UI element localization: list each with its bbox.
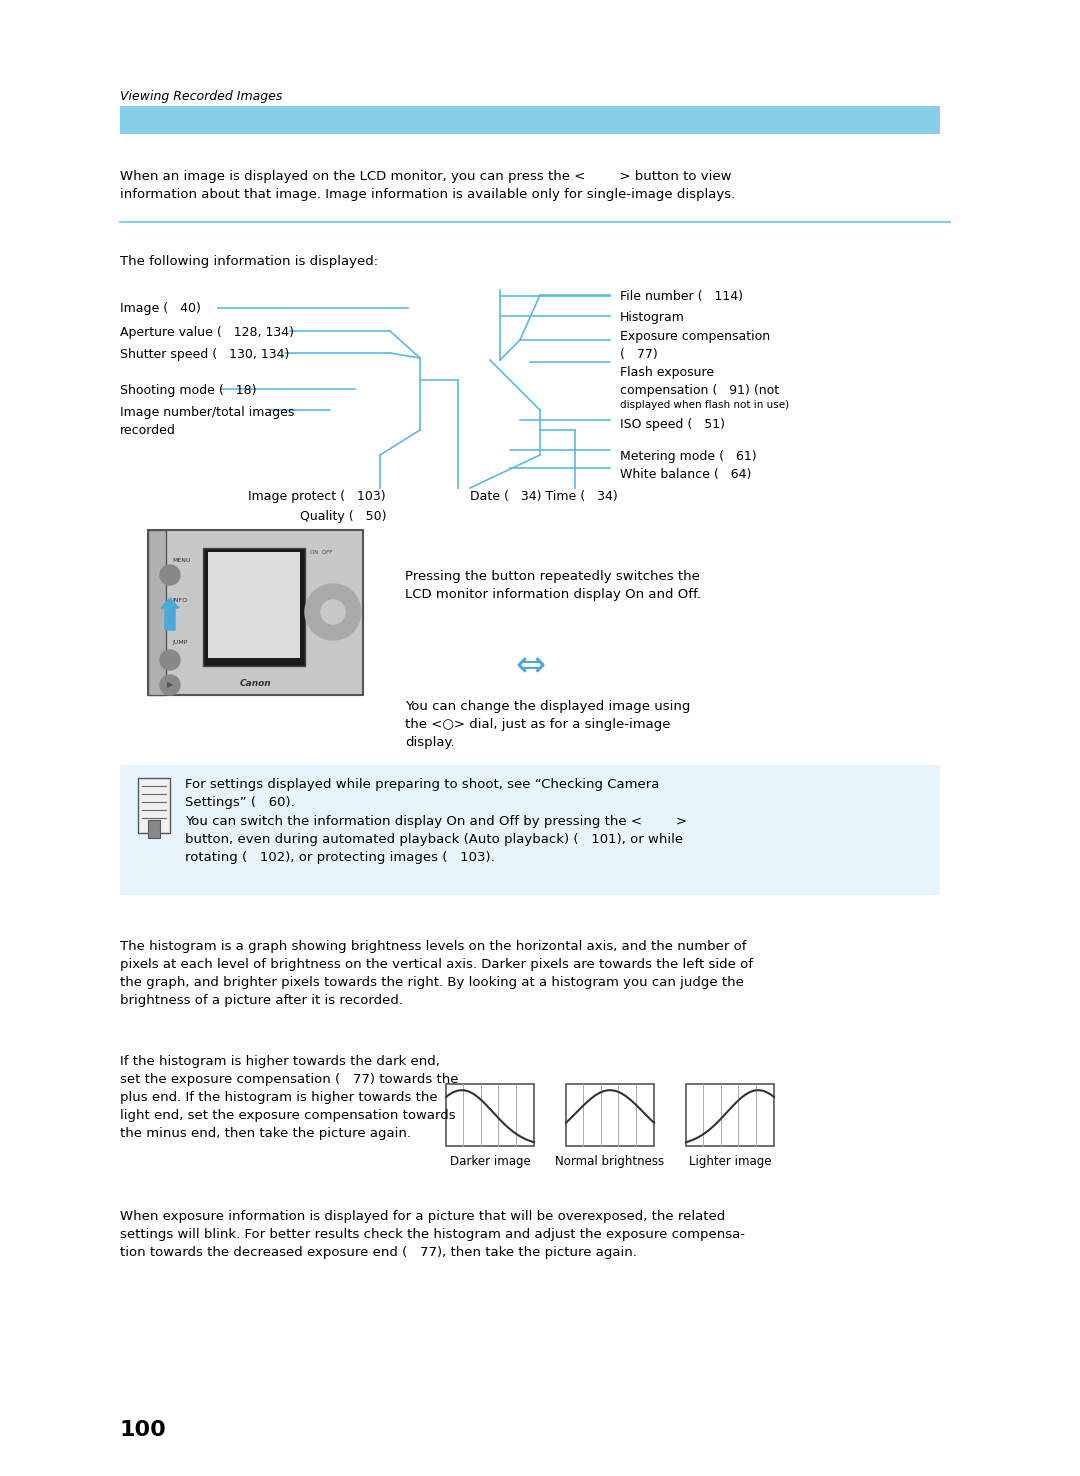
Text: Image protect (   103): Image protect ( 103) — [248, 490, 386, 503]
Text: Darker image: Darker image — [449, 1156, 530, 1169]
Text: Normal brightness: Normal brightness — [555, 1156, 664, 1169]
Bar — [120, 106, 940, 134]
Circle shape — [160, 649, 180, 670]
Bar — [148, 530, 166, 695]
Text: You can switch the information display On and Off by pressing the <        >
but: You can switch the information display O… — [185, 815, 687, 863]
Text: If the histogram is higher towards the dark end,
set the exposure compensation (: If the histogram is higher towards the d… — [120, 1055, 459, 1139]
Text: ON  OFF: ON OFF — [310, 551, 333, 555]
Bar — [566, 1083, 654, 1145]
Text: ISO speed (   51): ISO speed ( 51) — [620, 418, 725, 431]
Bar — [208, 552, 300, 658]
Polygon shape — [149, 825, 159, 832]
Bar — [138, 778, 170, 832]
Text: ▶: ▶ — [166, 680, 173, 689]
Text: JUMP: JUMP — [172, 641, 187, 645]
Text: File number (   114): File number ( 114) — [620, 289, 743, 303]
Text: White balance (   64): White balance ( 64) — [620, 468, 752, 481]
Text: When exposure information is displayed for a picture that will be overexposed, t: When exposure information is displayed f… — [120, 1210, 745, 1259]
Text: You can change the displayed image using
the <○> dial, just as for a single-imag: You can change the displayed image using… — [405, 700, 690, 748]
Bar — [148, 530, 363, 695]
Bar — [203, 548, 305, 666]
Bar — [446, 1083, 534, 1145]
Text: Aperture value (   128, 134): Aperture value ( 128, 134) — [120, 326, 294, 339]
Text: displayed when flash not in use): displayed when flash not in use) — [620, 400, 789, 410]
Text: ⇔: ⇔ — [515, 649, 545, 683]
Text: INFO: INFO — [172, 598, 187, 604]
Bar — [148, 821, 160, 838]
Text: Date (   34) Time (   34): Date ( 34) Time ( 34) — [470, 490, 618, 503]
Text: MENU: MENU — [172, 558, 190, 562]
Text: Metering mode (   61): Metering mode ( 61) — [620, 450, 757, 463]
Text: Viewing Recorded Images: Viewing Recorded Images — [120, 90, 282, 103]
Text: Flash exposure: Flash exposure — [620, 366, 714, 379]
Text: (   77): ( 77) — [620, 348, 658, 362]
Text: Canon: Canon — [239, 679, 271, 688]
Bar — [686, 1083, 774, 1145]
Text: When an image is displayed on the LCD monitor, you can press the <        > butt: When an image is displayed on the LCD mo… — [120, 170, 735, 201]
Text: Pressing the button repeatedly switches the
LCD monitor information display On a: Pressing the button repeatedly switches … — [405, 570, 701, 601]
Circle shape — [321, 601, 345, 624]
Text: 100: 100 — [120, 1420, 166, 1441]
Text: Image number/total images: Image number/total images — [120, 406, 295, 419]
Text: The following information is displayed:: The following information is displayed: — [120, 255, 378, 269]
Text: Shutter speed (   130, 134): Shutter speed ( 130, 134) — [120, 348, 289, 362]
Circle shape — [160, 675, 180, 695]
Text: Shooting mode (   18): Shooting mode ( 18) — [120, 384, 257, 397]
Text: For settings displayed while preparing to shoot, see “Checking Camera
Settings” : For settings displayed while preparing t… — [185, 778, 660, 809]
Text: Image (   40): Image ( 40) — [120, 303, 201, 314]
Text: compensation (   91) (not: compensation ( 91) (not — [620, 384, 779, 397]
Circle shape — [160, 565, 180, 584]
Text: Exposure compensation: Exposure compensation — [620, 331, 770, 342]
Text: Histogram: Histogram — [620, 311, 685, 325]
Text: Quality (   50): Quality ( 50) — [300, 511, 387, 523]
Text: recorded: recorded — [120, 424, 176, 437]
Circle shape — [305, 584, 361, 641]
Bar — [120, 765, 940, 894]
Text: Lighter image: Lighter image — [689, 1156, 771, 1169]
FancyArrow shape — [161, 598, 179, 630]
Text: The histogram is a graph showing brightness levels on the horizontal axis, and t: The histogram is a graph showing brightn… — [120, 940, 753, 1007]
